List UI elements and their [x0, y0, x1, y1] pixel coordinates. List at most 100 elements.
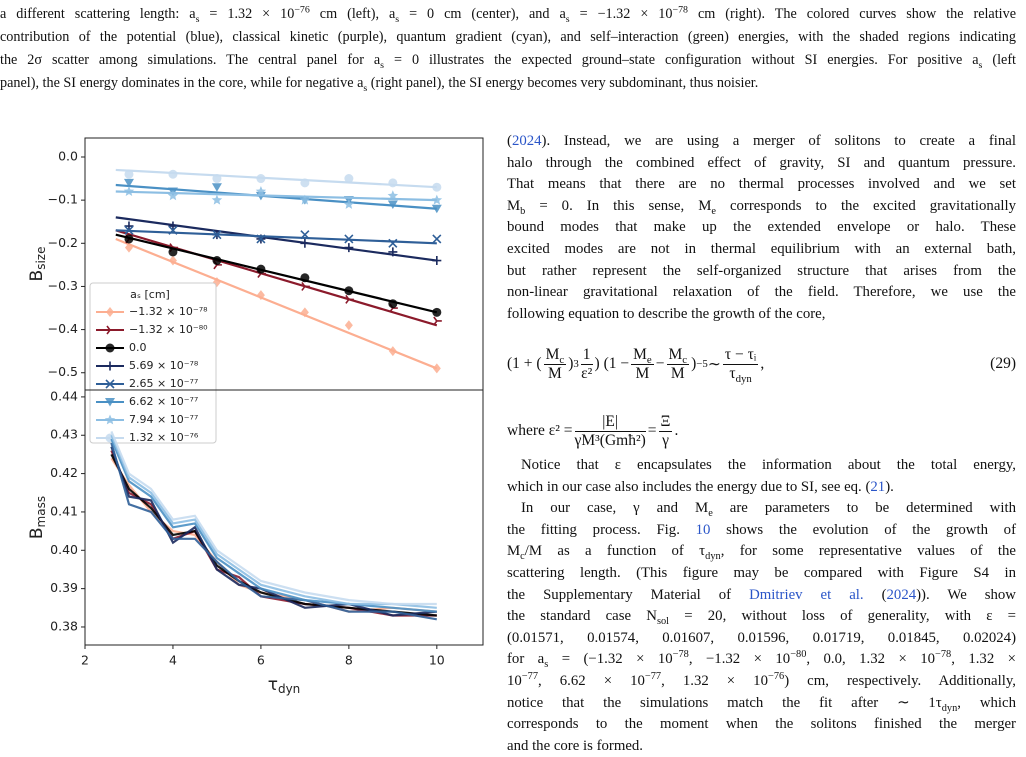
body-line: but rather represent the self-organized …	[507, 261, 1016, 283]
text-run: (1 + (	[507, 355, 542, 372]
series-line	[110, 450, 437, 617]
body-line: (0.01571, 0.01574, 0.01607, 0.01596, 0.0…	[507, 628, 1016, 650]
fraction: Mc M	[543, 346, 567, 383]
y-tick-label: −0.4	[48, 321, 78, 336]
text-run: which in our case also includes the ener…	[507, 478, 871, 495]
legend-label: 1.32 × 10⁻⁷⁶	[129, 431, 199, 444]
body-line: the standard case Nsol = 20, without los…	[507, 606, 1016, 628]
body-line: 10−77, 6.62 × 10−77, 1.32 × 10−76) cm, r…	[507, 671, 1016, 693]
y-tick-label: 0.44	[50, 388, 78, 403]
text-run: ) cm, respectively. Additionally,	[784, 673, 1016, 689]
y-tick-label: −0.1	[48, 192, 78, 207]
numerator-sub: c	[559, 353, 565, 366]
point	[343, 199, 355, 209]
point	[212, 256, 222, 266]
series-line	[110, 446, 437, 617]
fraction: τ − τᵢ τdyn	[722, 346, 759, 384]
text-run: corresponds to the excited gravitational…	[715, 197, 1017, 214]
fraction: Me M	[631, 346, 654, 383]
point	[344, 320, 353, 331]
denominator-text: M	[635, 364, 650, 382]
y-tick-label: 0.41	[50, 503, 78, 518]
point	[387, 200, 398, 209]
point	[255, 186, 267, 196]
point	[300, 307, 309, 318]
fraction: 1 ε²	[580, 345, 593, 383]
math-run: s	[978, 59, 983, 71]
point	[167, 190, 179, 201]
numerator: Mc	[543, 346, 567, 366]
text-run: ,	[760, 355, 765, 372]
point	[344, 286, 354, 296]
y-tick-label: −0.2	[48, 235, 78, 250]
text-run: = 20, without loss of generality, with ε…	[669, 608, 1016, 625]
text-run: ). Instead, we are using a merger of sol…	[541, 133, 1016, 149]
body-line: non-linear gravitational relaxation of t…	[507, 282, 1016, 304]
legend-label: −1.32 × 10⁻⁸⁰	[129, 323, 208, 336]
x-tick-label: 10	[429, 653, 445, 668]
math-run: −78	[672, 4, 689, 16]
body-line: excited modes are not in thermal equilib…	[507, 239, 1016, 261]
text-run: In our case, γ and M	[521, 500, 709, 517]
denominator-text: τ	[729, 364, 736, 382]
fit-line	[115, 229, 437, 245]
text-run: , for some representative values of the	[720, 543, 1016, 560]
numerator-text: 1	[582, 345, 591, 363]
body-line: the fitting process. Fig. 10 shows the e…	[507, 520, 1016, 542]
series-line	[110, 434, 437, 609]
point	[387, 190, 399, 201]
point	[256, 264, 266, 274]
y-axis-label: Bmass	[27, 496, 48, 539]
link: 2024	[886, 586, 917, 603]
text-run: = 0 cm (center), and a	[399, 6, 566, 22]
point	[388, 346, 397, 357]
denominator-text: M	[670, 364, 685, 382]
point	[168, 255, 177, 266]
point	[124, 169, 134, 179]
text-run: excited modes are not in thermal equilib…	[507, 241, 1016, 257]
body-line: following equation to describe the growt…	[507, 304, 1016, 326]
denominator-text: M	[547, 364, 562, 382]
legend-marker	[106, 325, 115, 335]
point	[300, 178, 310, 188]
numerator-text: |E|	[602, 412, 618, 430]
text-run: and the core is formed.	[507, 737, 643, 754]
text-run: ) (1 −	[594, 355, 630, 372]
math-run: −76	[767, 671, 785, 683]
legend-label: 2.65 × 10⁻⁷⁷	[129, 377, 198, 390]
text-run: =	[647, 422, 657, 439]
math-run: s	[395, 13, 400, 25]
text-run: halo through the combined effect of grav…	[507, 154, 1016, 171]
point	[168, 247, 178, 257]
point	[300, 273, 310, 283]
numerator: Mc	[666, 346, 690, 365]
legend-label: 7.94 × 10⁻⁷⁷	[129, 413, 198, 426]
denominator-text: γM³(Gmħ²)	[574, 431, 646, 449]
point	[256, 234, 266, 244]
body-line: In our case, γ and Me are parameters to …	[507, 498, 1016, 520]
fit-line	[115, 229, 438, 327]
point	[124, 242, 133, 253]
denominator: M	[667, 365, 690, 383]
text-run: )). We show	[916, 586, 1016, 603]
text-run: shows the evolution of the growth of	[710, 521, 1016, 538]
fit-line	[115, 233, 438, 314]
math-run: sol	[656, 616, 670, 628]
text-run: (	[507, 133, 512, 149]
equation-number: (29)	[990, 355, 1016, 372]
numerator-sub: e	[646, 353, 652, 366]
point	[124, 221, 134, 231]
body-line: Mc/M as a function of τdyn, for some rep…	[507, 541, 1016, 563]
math-run: dyn	[705, 551, 721, 563]
math-run: −76	[294, 4, 310, 16]
text-run: the 2σ scatter among simulations. The ce…	[0, 52, 381, 68]
text-run: where ε² =	[507, 422, 573, 439]
text-run: ∼	[707, 355, 721, 373]
denominator: M	[631, 365, 654, 383]
point	[433, 316, 442, 326]
body-line: notice that the simulations match the fi…	[507, 693, 1016, 715]
point	[344, 234, 354, 244]
point	[432, 182, 442, 192]
point	[301, 281, 310, 291]
